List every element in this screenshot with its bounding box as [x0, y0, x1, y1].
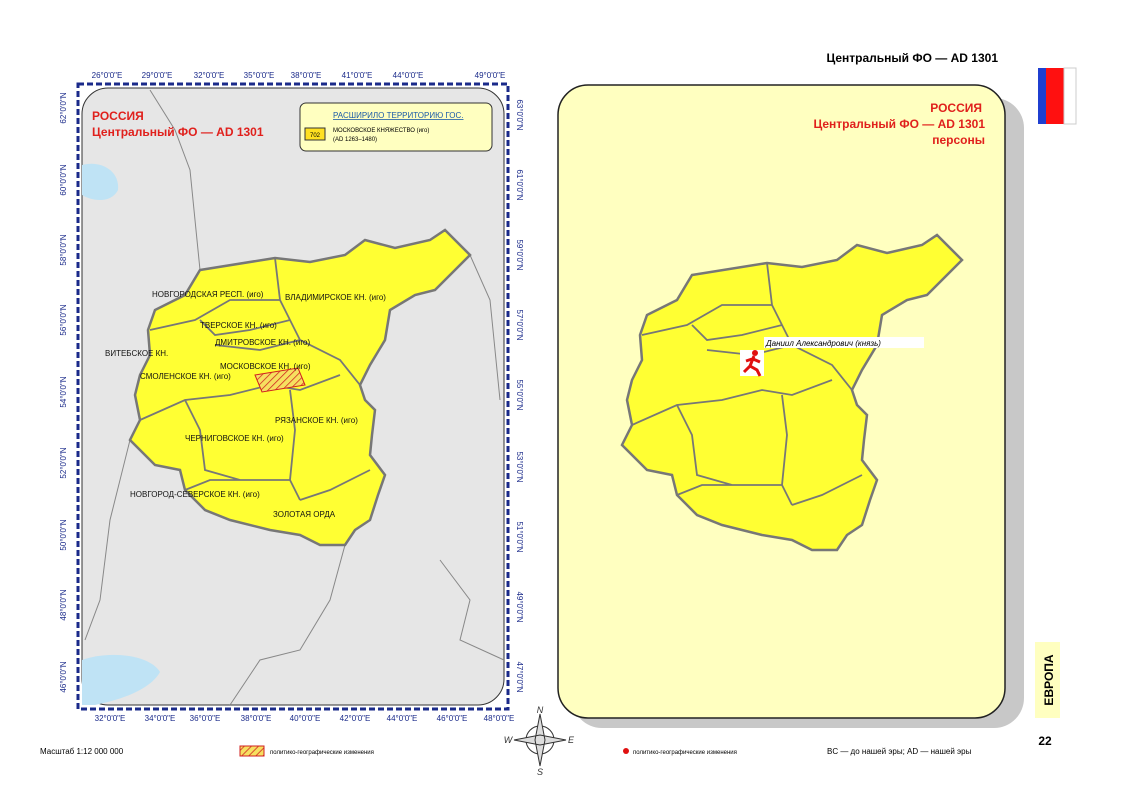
- left-map: РОССИЯ Центральный ФО — AD 1301 РАСШИРИЛ…: [59, 71, 524, 723]
- section-tab: [1035, 642, 1060, 718]
- compass-letter: E: [568, 735, 575, 745]
- map-title: персоны: [932, 133, 985, 147]
- latitude-label: 48°0'0"N: [59, 589, 68, 620]
- longitude-label: 38°0'0"E: [241, 714, 272, 723]
- longitude-label: 48°0'0"E: [484, 714, 515, 723]
- latitude-label: 49°0'0"N: [515, 591, 524, 622]
- latitude-label: 47°0'0"N: [515, 661, 524, 692]
- longitude-label: 34°0'0"E: [145, 714, 176, 723]
- region-label: ЧЕРНИГОВСКОЕ КН. (иго): [185, 434, 284, 443]
- region-label: ТВЕРСКОЕ КН. (иго): [200, 321, 277, 330]
- longitude-label: 44°0'0"E: [387, 714, 418, 723]
- legend-heading: РАСШИРИЛО ТЕРРИТОРИЮ ГОС.: [333, 111, 464, 120]
- latitude-label: 63°0'0"N: [515, 99, 524, 130]
- flag: [1038, 67, 1077, 125]
- region-label: ЗОЛОТАЯ ОРДА: [273, 510, 336, 519]
- longitude-label: 35°0'0"E: [244, 71, 275, 80]
- legend-period: (AD 1263–1480): [333, 137, 377, 143]
- latitude-label: 55°0'0"N: [515, 379, 524, 410]
- longitude-label: 32°0'0"E: [95, 714, 126, 723]
- region-label: ДМИТРОВСКОЕ КН. (иго): [215, 338, 311, 347]
- longitude-label: 38°0'0"E: [291, 71, 322, 80]
- legend-text: политико-географические изменения: [633, 750, 737, 756]
- map-title: Центральный ФО — AD 1301: [813, 117, 985, 131]
- latitude-label: 57°0'0"N: [515, 309, 524, 340]
- legend-code: 702: [310, 133, 321, 139]
- legend-text: политико-географические изменения: [270, 750, 374, 756]
- latitude-label: 61°0'0"N: [515, 169, 524, 200]
- region-label: НОВГОРОДСКАЯ РЕСП. (иго): [152, 290, 264, 299]
- legend-swatch: [239, 745, 265, 757]
- legend-dot: [623, 748, 629, 754]
- region-label: МОСКОВСКОЕ КН. (иго): [220, 362, 311, 371]
- region-label: РЯЗАНСКОЕ КН. (иго): [275, 416, 358, 425]
- person-label: Даниил Александрович (князь): [765, 339, 881, 348]
- legend-box: РАСШИРИЛО ТЕРРИТОРИЮ ГОС. 702 МОСКОВСКОЕ…: [299, 102, 493, 152]
- longitude-label: 42°0'0"E: [340, 714, 371, 723]
- longitude-label: 41°0'0"E: [342, 71, 373, 80]
- compass-letter: S: [537, 767, 543, 777]
- map-title: Центральный ФО — AD 1301: [92, 125, 264, 139]
- longitude-label: 26°0'0"E: [92, 71, 123, 80]
- region-label: НОВГОРОД-СЕВЕРСКОЕ КН. (иго): [130, 490, 260, 499]
- longitude-label: 36°0'0"E: [190, 714, 221, 723]
- longitude-label: 32°0'0"E: [194, 71, 225, 80]
- latitude-label: 54°0'0"N: [59, 376, 68, 407]
- era-note: BC — до нашей эры; AD — нашей эры: [827, 747, 972, 756]
- latitude-label: 50°0'0"N: [59, 519, 68, 550]
- longitude-label: 40°0'0"E: [290, 714, 321, 723]
- section-label: ЕВРОПА: [1042, 654, 1056, 705]
- latitude-label: 60°0'0"N: [59, 164, 68, 195]
- latitude-label: 58°0'0"N: [59, 234, 68, 265]
- compass-letter: N: [537, 705, 544, 715]
- latitude-label: 52°0'0"N: [59, 447, 68, 478]
- compass-letter: W: [504, 735, 514, 745]
- longitude-label: 44°0'0"E: [393, 71, 424, 80]
- latitude-label: 59°0'0"N: [515, 239, 524, 270]
- map-title: РОССИЯ: [92, 109, 144, 123]
- region-label: ВЛАДИМИРСКОЕ КН. (иго): [285, 293, 386, 302]
- longitude-label: 29°0'0"E: [142, 71, 173, 80]
- legend-name: МОСКОВСКОЕ КНЯЖЕСТВО (иго): [333, 128, 429, 134]
- region-label: СМОЛЕНСКОЕ КН. (иго): [140, 372, 231, 381]
- latitude-label: 51°0'0"N: [515, 521, 524, 552]
- longitude-label: 46°0'0"E: [437, 714, 468, 723]
- map-title: РОССИЯ: [930, 101, 982, 115]
- scale: Масштаб 1:12 000 000: [40, 747, 124, 756]
- compass: N W E S: [504, 705, 575, 777]
- longitude-label: 49°0'0"E: [475, 71, 506, 80]
- region-label: ВИТЕБСКОЕ КН.: [105, 349, 168, 358]
- right-map: РОССИЯ Центральный ФО — AD 1301 персоны …: [557, 84, 1024, 728]
- page-number: 22: [1038, 734, 1052, 748]
- page-title: Центральный ФО — AD 1301: [826, 51, 998, 65]
- person-marker: Даниил Александрович (князь): [740, 337, 924, 377]
- latitude-label: 53°0'0"N: [515, 451, 524, 482]
- latitude-label: 62°0'0"N: [59, 92, 68, 123]
- latitude-label: 56°0'0"N: [59, 304, 68, 335]
- latitude-label: 46°0'0"N: [59, 661, 68, 692]
